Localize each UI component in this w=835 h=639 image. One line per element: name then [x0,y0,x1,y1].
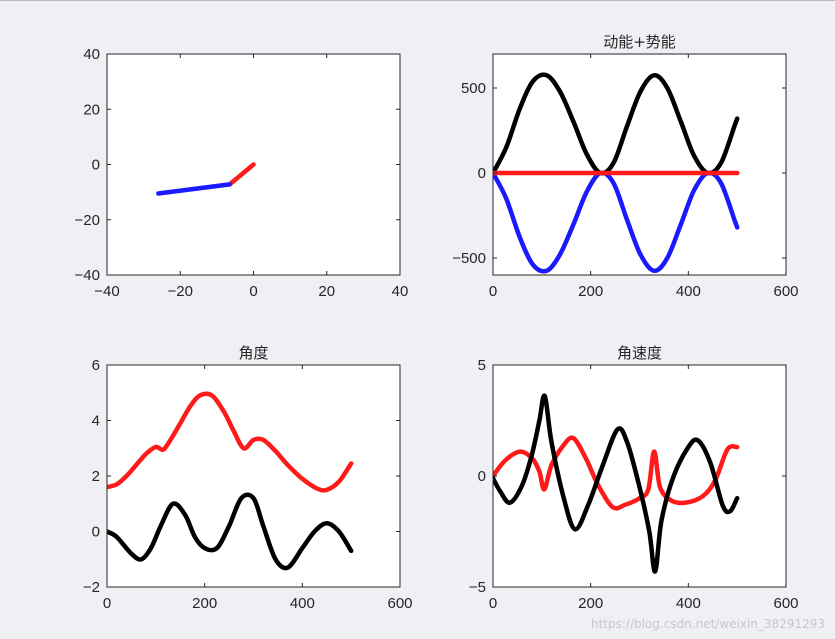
y-tick-label: 0 [92,157,100,174]
series-line-1 [107,391,354,493]
chart-title: 角速度 [617,344,662,362]
window-top-border [0,0,835,1]
y-tick-label: −500 [452,250,486,267]
series-line-2 [493,393,740,574]
y-tick-label: 0 [478,165,486,182]
x-tick-label: 20 [318,283,335,300]
x-tick-label: 600 [773,283,798,300]
y-tick-label: 500 [461,80,486,97]
x-tick-label: 0 [489,283,497,300]
series-group [493,72,740,274]
chart-title: 角度 [238,344,268,362]
x-tick-label: 600 [773,595,798,612]
subplot-1: −40 −20 0 20 40 −40 −20 0 20 40 [75,46,409,300]
x-tick-label: 400 [290,595,315,612]
x-tick-label: 600 [387,595,412,612]
y-tick-label: −20 [75,212,100,229]
axes-background [493,54,786,275]
x-tick-label: 0 [103,595,111,612]
y-tick-label: 2 [92,468,100,485]
y-tick-label: 40 [83,46,100,63]
series-group [493,393,740,574]
y-tick-label: −40 [75,267,100,284]
x-tick-label: 200 [578,283,603,300]
series-line-1 [227,162,256,187]
x-tick-label: 0 [249,283,257,300]
x-tick-label: 400 [676,283,701,300]
axes-background [107,365,400,587]
y-tick-label: 0 [478,468,486,485]
series-line-1 [493,435,740,511]
y-tick-label: 4 [92,413,100,430]
watermark: https://blog.csdn.net/weixin_38291293 [590,617,825,631]
x-tick-label: 400 [676,595,701,612]
y-tick-label: 20 [83,101,100,118]
chart-title: 动能+势能 [603,33,676,51]
series-line-2 [107,492,354,571]
x-tick-label: −20 [168,283,193,300]
series-line-2 [156,182,232,196]
axes-background [493,365,786,587]
x-tick-label: −40 [94,283,119,300]
x-tick-label: 200 [578,595,603,612]
series-group [156,162,256,196]
x-tick-label: 0 [489,595,497,612]
y-tick-label: 5 [478,357,486,374]
y-tick-label: 6 [92,357,100,374]
series-group [107,391,354,571]
x-tick-label: 200 [192,595,217,612]
y-tick-label: −2 [83,579,100,596]
y-tick-label: −5 [469,579,486,596]
y-tick-label: 0 [92,524,100,541]
axes-frame [492,53,787,276]
x-tick-label: 40 [392,283,409,300]
